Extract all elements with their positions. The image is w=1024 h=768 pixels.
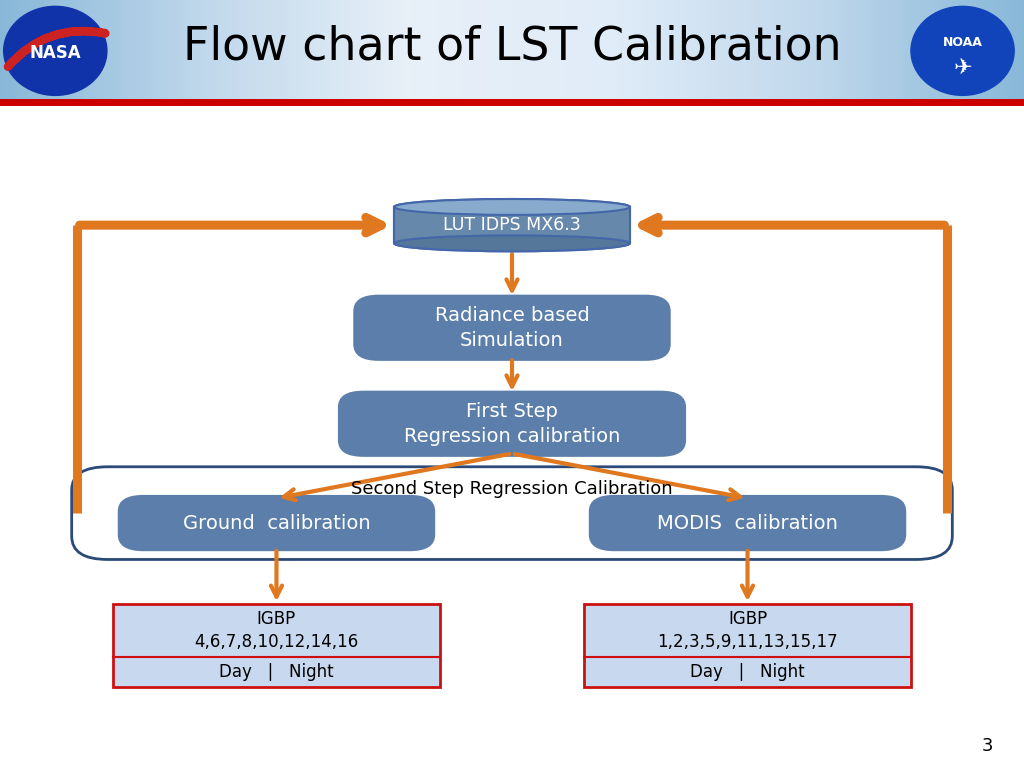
Text: IGBP
4,6,7,8,10,12,14,16: IGBP 4,6,7,8,10,12,14,16: [195, 610, 358, 651]
Text: MODIS  calibration: MODIS calibration: [657, 514, 838, 532]
Circle shape: [911, 6, 1014, 95]
Text: Ground  calibration: Ground calibration: [182, 514, 371, 532]
Circle shape: [4, 6, 106, 95]
FancyBboxPatch shape: [338, 391, 686, 457]
Text: ✈: ✈: [953, 59, 972, 79]
Text: 3: 3: [982, 737, 993, 755]
Ellipse shape: [394, 199, 630, 215]
FancyBboxPatch shape: [72, 467, 952, 559]
Bar: [394, 207, 630, 243]
Bar: [394, 207, 630, 243]
Ellipse shape: [394, 236, 630, 251]
FancyBboxPatch shape: [584, 604, 911, 687]
Text: First Step
Regression calibration: First Step Regression calibration: [403, 402, 621, 445]
Text: Radiance based
Simulation: Radiance based Simulation: [434, 306, 590, 349]
FancyBboxPatch shape: [353, 295, 671, 361]
Text: Flow chart of LST Calibration: Flow chart of LST Calibration: [182, 24, 842, 69]
Text: LUT IDPS MX6.3: LUT IDPS MX6.3: [443, 216, 581, 234]
Text: Second Step Regression Calibration: Second Step Regression Calibration: [351, 480, 673, 498]
Text: NASA: NASA: [30, 44, 81, 62]
Ellipse shape: [394, 236, 630, 251]
Text: IGBP
1,2,3,5,9,11,13,15,17: IGBP 1,2,3,5,9,11,13,15,17: [657, 610, 838, 651]
FancyBboxPatch shape: [118, 495, 435, 551]
Text: LUT IDPS MX6.3: LUT IDPS MX6.3: [443, 216, 581, 234]
Text: NOAA: NOAA: [943, 36, 982, 49]
Text: Day   |   Night: Day | Night: [219, 663, 334, 681]
FancyBboxPatch shape: [113, 604, 440, 687]
Ellipse shape: [394, 199, 630, 215]
FancyArrowPatch shape: [8, 31, 105, 67]
Text: Day   |   Night: Day | Night: [690, 663, 805, 681]
FancyBboxPatch shape: [589, 495, 906, 551]
